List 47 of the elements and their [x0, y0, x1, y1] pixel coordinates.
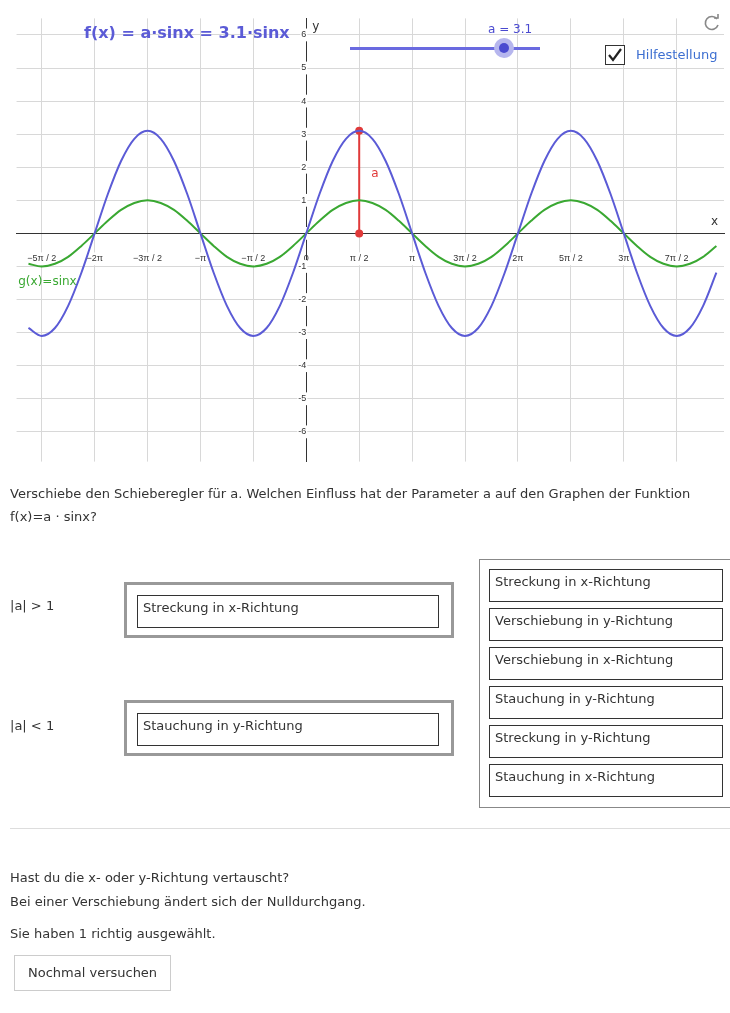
x-tick-label: 5π / 2 — [558, 253, 583, 264]
x-tick-label: π — [409, 253, 416, 264]
series-label: g(x)=sinx — [18, 273, 77, 288]
x-tick-label: 3π / 2 — [453, 253, 477, 264]
y-tick-label: -2 — [298, 294, 307, 305]
text: Verschiebung in y-Richtung — [489, 608, 723, 641]
text: Streckung in x-Richtung — [137, 595, 439, 628]
y-tick-label: 4 — [301, 95, 307, 106]
annotation: a — [371, 166, 379, 181]
y-axis-title: y — [312, 19, 320, 34]
text: Sie haben 1 richtig ausgewählt. — [10, 926, 216, 941]
text: Nochmal versuchen — [14, 955, 172, 991]
x-tick-label: π / 2 — [349, 253, 369, 264]
annotation: a = 3.1 — [488, 22, 533, 36]
text: Verschiebung in x-Richtung — [489, 647, 723, 680]
y-tick-label: 2 — [301, 161, 307, 172]
text: |a| > 1 — [10, 598, 55, 613]
x-tick-label: −2π — [86, 253, 103, 264]
x-tick-label: −π — [194, 253, 207, 264]
x-tick-label: 2π — [512, 253, 524, 264]
y-tick-label: -4 — [298, 360, 307, 371]
text: Stauchung in y-Richtung — [489, 686, 723, 719]
text: Streckung in y-Richtung — [489, 725, 723, 758]
y-tick-label: 3 — [301, 128, 307, 139]
text: Verschiebe den Schieberegler für a. Welchen Einfluss hat der Parameter a auf den Graphen der Funktion f(x)=a · sinx? — [10, 485, 692, 526]
y-tick-label: -5 — [298, 393, 307, 404]
y-tick-label: -6 — [298, 426, 307, 437]
x-tick-label: 3π — [618, 253, 630, 264]
y-tick-label: 6 — [301, 29, 307, 40]
line-series — [27, 199, 718, 268]
y-tick-label: 5 — [301, 62, 307, 73]
text: Hast du die x- oder y-Richtung vertauscht? — [10, 870, 290, 885]
x-tick-label: −3π / 2 — [133, 253, 163, 264]
x-tick-label: 7π / 2 — [664, 253, 689, 264]
text: |a| < 1 — [10, 718, 55, 733]
x-tick-label: −5π / 2 — [27, 253, 57, 264]
y-tick-label: 1 — [301, 194, 307, 205]
x-axis-title: x — [710, 214, 718, 229]
text: Streckung in x-Richtung — [489, 569, 723, 602]
x-tick-label: −π / 2 — [241, 253, 266, 264]
text: f(x) = a·sinx = 3.1·sinx — [83, 23, 291, 43]
text: Bei einer Verschiebung ändert sich der Nulldurchgang. — [10, 894, 366, 909]
y-tick-label: -1 — [298, 260, 307, 271]
y-tick-label: -3 — [298, 327, 307, 338]
annotation: Hilfestellung — [636, 47, 718, 62]
text: Stauchung in x-Richtung — [489, 764, 723, 797]
text: Stauchung in y-Richtung — [137, 713, 439, 746]
